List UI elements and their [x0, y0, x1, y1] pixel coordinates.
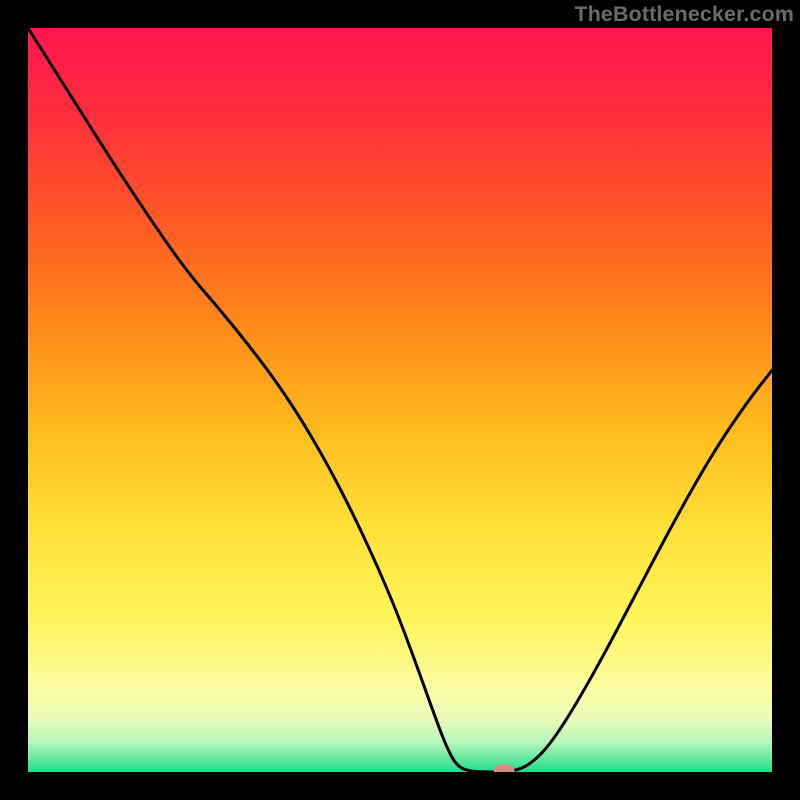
- plot-svg: [28, 28, 772, 772]
- watermark-text: TheBottlenecker.com: [574, 2, 794, 27]
- chart-frame: { "watermark": { "text": "TheBottlenecke…: [0, 0, 800, 800]
- bottleneck-plot: [28, 28, 772, 772]
- plot-background: [28, 28, 772, 772]
